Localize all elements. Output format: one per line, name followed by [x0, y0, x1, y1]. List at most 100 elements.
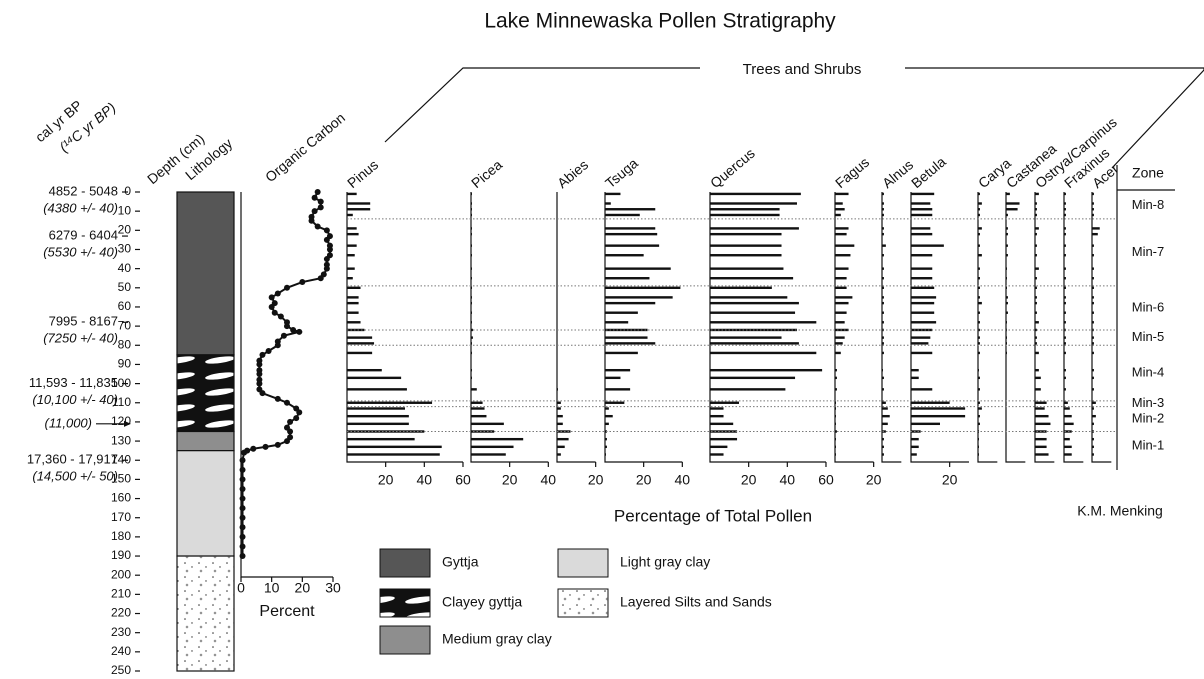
depth-tick-label: 160: [111, 491, 131, 505]
pollen-bar: [911, 368, 919, 372]
pollen-bar: [835, 351, 841, 355]
zone-label: Min-4: [1132, 364, 1165, 379]
pollen-bar: [471, 336, 473, 339]
pollen-bar: [1035, 376, 1041, 380]
pollen-bar: [882, 437, 884, 441]
pollen-bar: [557, 445, 565, 449]
pollen-bar: [347, 227, 357, 230]
pollen-bar: [347, 422, 409, 426]
oc-point: [265, 348, 272, 355]
pollen-bar: [911, 445, 919, 449]
pollen-bar: [605, 286, 681, 289]
pollen-bar: [882, 296, 884, 299]
pollen-bar: [911, 437, 919, 441]
pollen-bar: [1092, 342, 1094, 345]
pollen-bar: [978, 388, 980, 391]
pollen-bar: [347, 254, 355, 257]
pollen-bar: [911, 422, 940, 426]
pollen-bar: [978, 401, 980, 404]
taxon-label: Picea: [468, 156, 505, 191]
pollen-bar: [1035, 296, 1037, 299]
pollen-bar: [605, 254, 644, 257]
pollen-bar: [835, 336, 845, 339]
pollen-bar: [1092, 232, 1098, 236]
pollen-bar: [1006, 351, 1007, 355]
lithology-unit: [176, 191, 235, 356]
pollen-bar: [1035, 422, 1051, 426]
pollen-bar: [1064, 311, 1066, 314]
pollen-bar: [911, 453, 917, 456]
lithology-unit: [176, 354, 235, 433]
pollen-bar: [1064, 321, 1066, 324]
pollen-axis: [1034, 192, 1055, 463]
legend-label: Layered Silts and Sands: [620, 594, 772, 610]
pollen-bar: [911, 192, 935, 196]
oc-point: [250, 445, 257, 452]
pollen-bar: [978, 301, 982, 305]
pollen-bar: [347, 328, 365, 332]
oc-point: [317, 198, 324, 205]
pollen-bar: [471, 321, 472, 324]
pollen-bar: [1064, 437, 1070, 441]
oc-point: [290, 326, 297, 333]
pollen-bar: [605, 311, 638, 314]
pollen-bar: [1092, 213, 1094, 217]
pollen-tick-label: 20: [502, 472, 518, 488]
pollen-axis: [910, 192, 969, 463]
pollen-bar: [1035, 227, 1039, 230]
pollen-bar: [471, 311, 472, 314]
oc-axis: [240, 192, 333, 578]
pollen-bar: [1092, 301, 1094, 305]
pollen-tick-label: 20: [378, 472, 394, 488]
pollen-bar: [1035, 414, 1049, 418]
pollen-bar: [835, 227, 849, 230]
depth-tick-label: 20: [118, 222, 132, 236]
pollen-bar: [911, 254, 933, 257]
age-label: (11,000): [45, 415, 92, 430]
pollen-bar: [835, 301, 849, 305]
oc-point: [284, 399, 290, 406]
pollen-bar: [605, 414, 613, 418]
pollen-bar: [978, 227, 982, 230]
pollen-bar: [1035, 267, 1039, 270]
pollen-bar: [1035, 388, 1041, 391]
pollen-bar: [835, 430, 837, 433]
pollen-bar: [882, 301, 884, 305]
pollen-bar: [835, 202, 843, 205]
pollen-bar: [978, 244, 980, 247]
pollen-bar: [882, 208, 884, 211]
pollen-tick-label: 20: [741, 472, 757, 488]
pollen-bar: [1092, 267, 1094, 270]
pollen-bar: [911, 414, 966, 418]
oc-point: [311, 194, 318, 201]
depth-tick-label: 30: [118, 242, 132, 256]
pollen-bar: [835, 453, 836, 456]
pollen-bar: [605, 376, 621, 380]
pollen-bar: [835, 311, 847, 314]
pollen-bar: [835, 342, 843, 345]
pollen-bar: [911, 401, 950, 404]
pollen-bar: [978, 192, 980, 196]
pollen-axis: [977, 192, 998, 463]
pollen-bar: [1006, 208, 1018, 211]
pollen-bar: [1064, 422, 1074, 426]
pollen-bar: [710, 311, 796, 314]
pollen-bar: [1064, 244, 1066, 247]
pollen-bar: [471, 401, 483, 404]
pollen-bar: [710, 368, 823, 372]
pollen-bar: [835, 414, 836, 418]
pollen-bar: [1035, 336, 1037, 339]
pollen-bar: [1006, 296, 1008, 299]
pollen-bar: [1035, 437, 1047, 441]
oc-point: [314, 189, 321, 195]
pollen-bar: [835, 213, 841, 217]
pollen-bar: [882, 388, 884, 391]
pollen-bar: [347, 232, 359, 236]
pollen-bar: [1035, 213, 1037, 217]
pollen-bar: [1064, 342, 1066, 345]
pollen-bar: [471, 296, 472, 299]
pollen-bar: [882, 414, 890, 418]
pollen-bar: [882, 244, 886, 247]
lithology-unit: [176, 430, 235, 452]
